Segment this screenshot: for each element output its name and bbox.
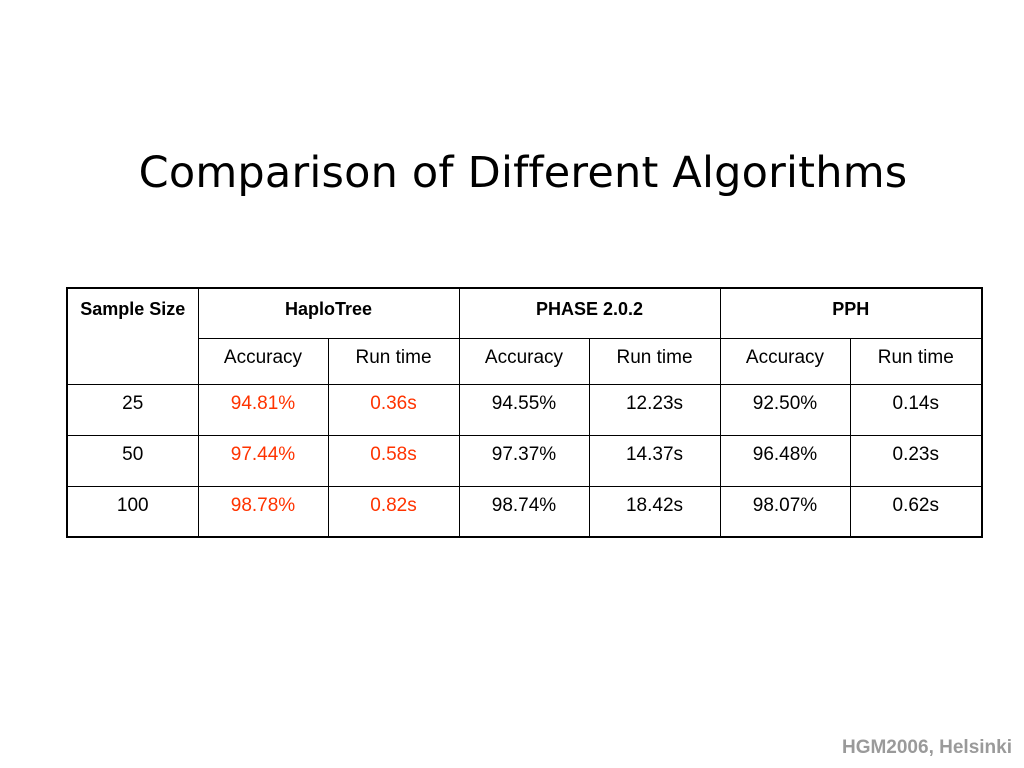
table-cell: 98.74% [458, 485, 590, 538]
sample-size-cell: 25 [66, 383, 199, 436]
subheader-accuracy: Accuracy [458, 337, 590, 385]
header-row-groups: Sample Size HaploTree PHASE 2.0.2 PPH [66, 287, 983, 385]
table-cell: 96.48% [719, 434, 851, 487]
footer-text: HGM2006, Helsinki [841, 737, 1012, 758]
table-row: 25 94.81% 0.36s 94.55% 12.23s 92.50% 0.1… [66, 383, 983, 436]
table-cell: 97.37% [458, 434, 590, 487]
table-cell: 0.14s [849, 383, 983, 436]
table-cell: 18.42s [588, 485, 721, 538]
subheader-run-time: Run time [327, 337, 460, 385]
subheader-accuracy: Accuracy [197, 337, 329, 385]
table-row: 100 98.78% 0.82s 98.74% 18.42s 98.07% 0.… [66, 485, 983, 538]
table-cell: 94.55% [458, 383, 590, 436]
table-row: 50 97.44% 0.58s 97.37% 14.37s 96.48% 0.2… [66, 434, 983, 487]
table-cell: 0.23s [849, 434, 983, 487]
sample-size-cell: 50 [66, 434, 199, 487]
subheader-accuracy: Accuracy [719, 337, 851, 385]
header-row-metrics: Accuracy Run time Accuracy Run time Accu… [67, 337, 983, 385]
subheader-run-time: Run time [849, 337, 983, 385]
sample-size-cell: 100 [66, 485, 199, 538]
table-cell: 0.36s [327, 383, 460, 436]
table-cell: 0.82s [327, 485, 460, 538]
table-cell: 97.44% [197, 434, 329, 487]
table-cell: 14.37s [588, 434, 721, 487]
table-cell: 98.07% [719, 485, 851, 538]
table-cell: 0.58s [327, 434, 460, 487]
comparison-table: Sample Size HaploTree PHASE 2.0.2 PPH Ac… [66, 287, 984, 538]
table-cell: 92.50% [719, 383, 851, 436]
subheader-run-time: Run time [588, 337, 721, 385]
table-cell: 0.62s [849, 485, 983, 538]
table-cell: 12.23s [588, 383, 721, 436]
table-cell: 98.78% [197, 485, 329, 538]
slide-title: Comparison of Different Algorithms [138, 148, 908, 198]
group-header-phase: PHASE 2.0.2 [458, 287, 721, 339]
group-header-haplotree: HaploTree [197, 287, 460, 339]
table-cell: 94.81% [197, 383, 329, 436]
group-header-pph: PPH [719, 287, 983, 339]
sample-size-header: Sample Size [66, 287, 199, 385]
